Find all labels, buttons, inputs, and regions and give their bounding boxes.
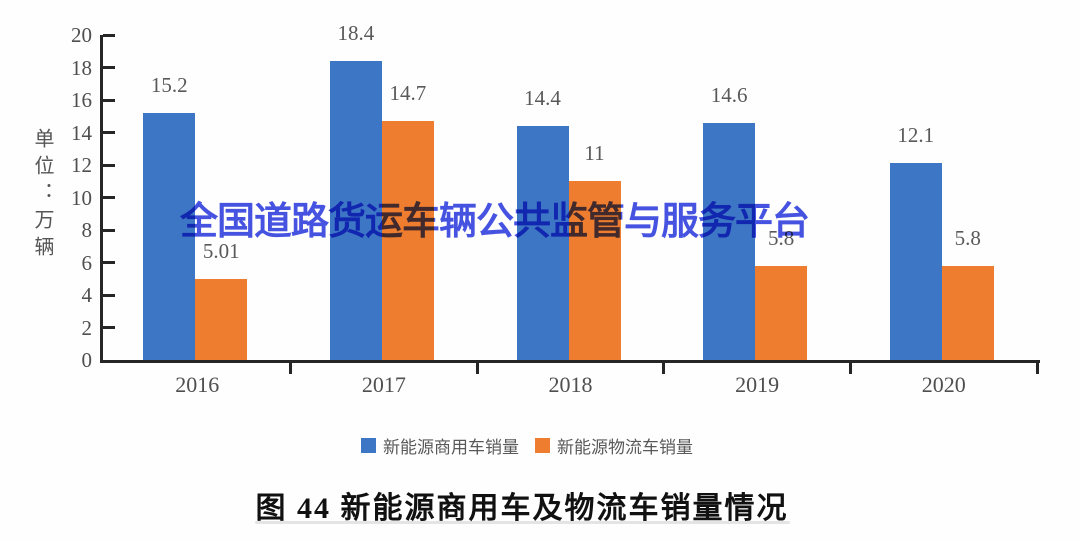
x-axis-line	[100, 360, 1040, 363]
bar-commercial-2016	[143, 113, 196, 360]
bar-commercial-2020	[889, 163, 942, 360]
y-tick	[103, 163, 115, 167]
x-tick	[662, 362, 666, 374]
bar-logistics-2020	[941, 265, 994, 360]
y-tick-label: 10	[71, 185, 92, 210]
bar-logistics-2019	[755, 265, 808, 360]
x-tick	[475, 362, 479, 374]
legend: 新能源商用车销量 新能源物流车销量	[0, 433, 1067, 458]
bar-value-label: 11	[584, 141, 605, 166]
bar-value-label: 15.2	[150, 73, 188, 97]
y-tick	[103, 228, 115, 232]
bar-logistics-2016	[195, 278, 248, 360]
y-tick-label: 14	[71, 120, 92, 145]
bar-commercial-2019	[703, 122, 756, 360]
x-category-label: 2020	[921, 372, 966, 397]
y-tick	[103, 261, 115, 264]
y-tick-label: 12	[71, 153, 92, 177]
bar-value-label: 5.8	[954, 225, 981, 250]
y-axis-unit-label: 单位：万辆	[31, 128, 53, 263]
y-tick-label: 8	[81, 218, 93, 242]
y-tick-label: 0	[81, 348, 93, 372]
bar-logistics-2018	[568, 181, 621, 360]
y-tick-label: 20	[71, 23, 92, 47]
bar-value-label: 14.6	[710, 82, 748, 107]
y-tick	[103, 293, 115, 297]
bar-value-label: 5.8	[767, 225, 795, 250]
x-tick	[1035, 362, 1039, 374]
y-tick	[103, 66, 115, 69]
y-tick	[103, 196, 115, 199]
bar-value-label: 14.4	[524, 86, 561, 110]
caption-shadow	[255, 521, 790, 524]
bar-commercial-2017	[329, 61, 382, 360]
bar-commercial-2018	[516, 126, 569, 360]
y-tick	[103, 33, 115, 37]
x-tick	[848, 362, 852, 374]
legend-label-logistics: 新能源物流车销量	[557, 438, 693, 457]
x-tick	[289, 362, 293, 374]
bar-value-label: 18.4	[337, 21, 375, 45]
y-tick	[103, 131, 115, 134]
figure-caption: 图 44 新能源商用车及物流车销量情况	[255, 492, 789, 525]
x-category-label: 2018	[548, 372, 593, 397]
y-tick	[103, 98, 115, 102]
y-tick-label: 2	[81, 315, 93, 340]
y-axis-line	[100, 35, 103, 363]
legend-swatch-commercial-icon	[361, 438, 376, 453]
watermark-text: 全国道路货运车辆公共监管与服务平台	[180, 201, 810, 243]
bar-value-label: 12.1	[897, 123, 935, 148]
legend-label-commercial: 新能源商用车销量	[383, 438, 519, 457]
bar-value-label: 14.7	[389, 81, 427, 106]
y-tick-label: 6	[81, 250, 93, 275]
y-tick	[103, 326, 115, 329]
x-category-label: 2019	[735, 372, 780, 397]
bar-logistics-2017	[381, 121, 434, 360]
bar-value-label: 5.01	[202, 238, 240, 263]
x-category-label: 2017	[361, 372, 406, 397]
y-tick-label: 4	[81, 283, 93, 307]
legend-swatch-logistics-icon	[535, 438, 550, 453]
y-tick-label: 16	[71, 88, 92, 112]
y-tick-label: 18	[71, 55, 92, 80]
x-category-label: 2016	[175, 372, 220, 397]
